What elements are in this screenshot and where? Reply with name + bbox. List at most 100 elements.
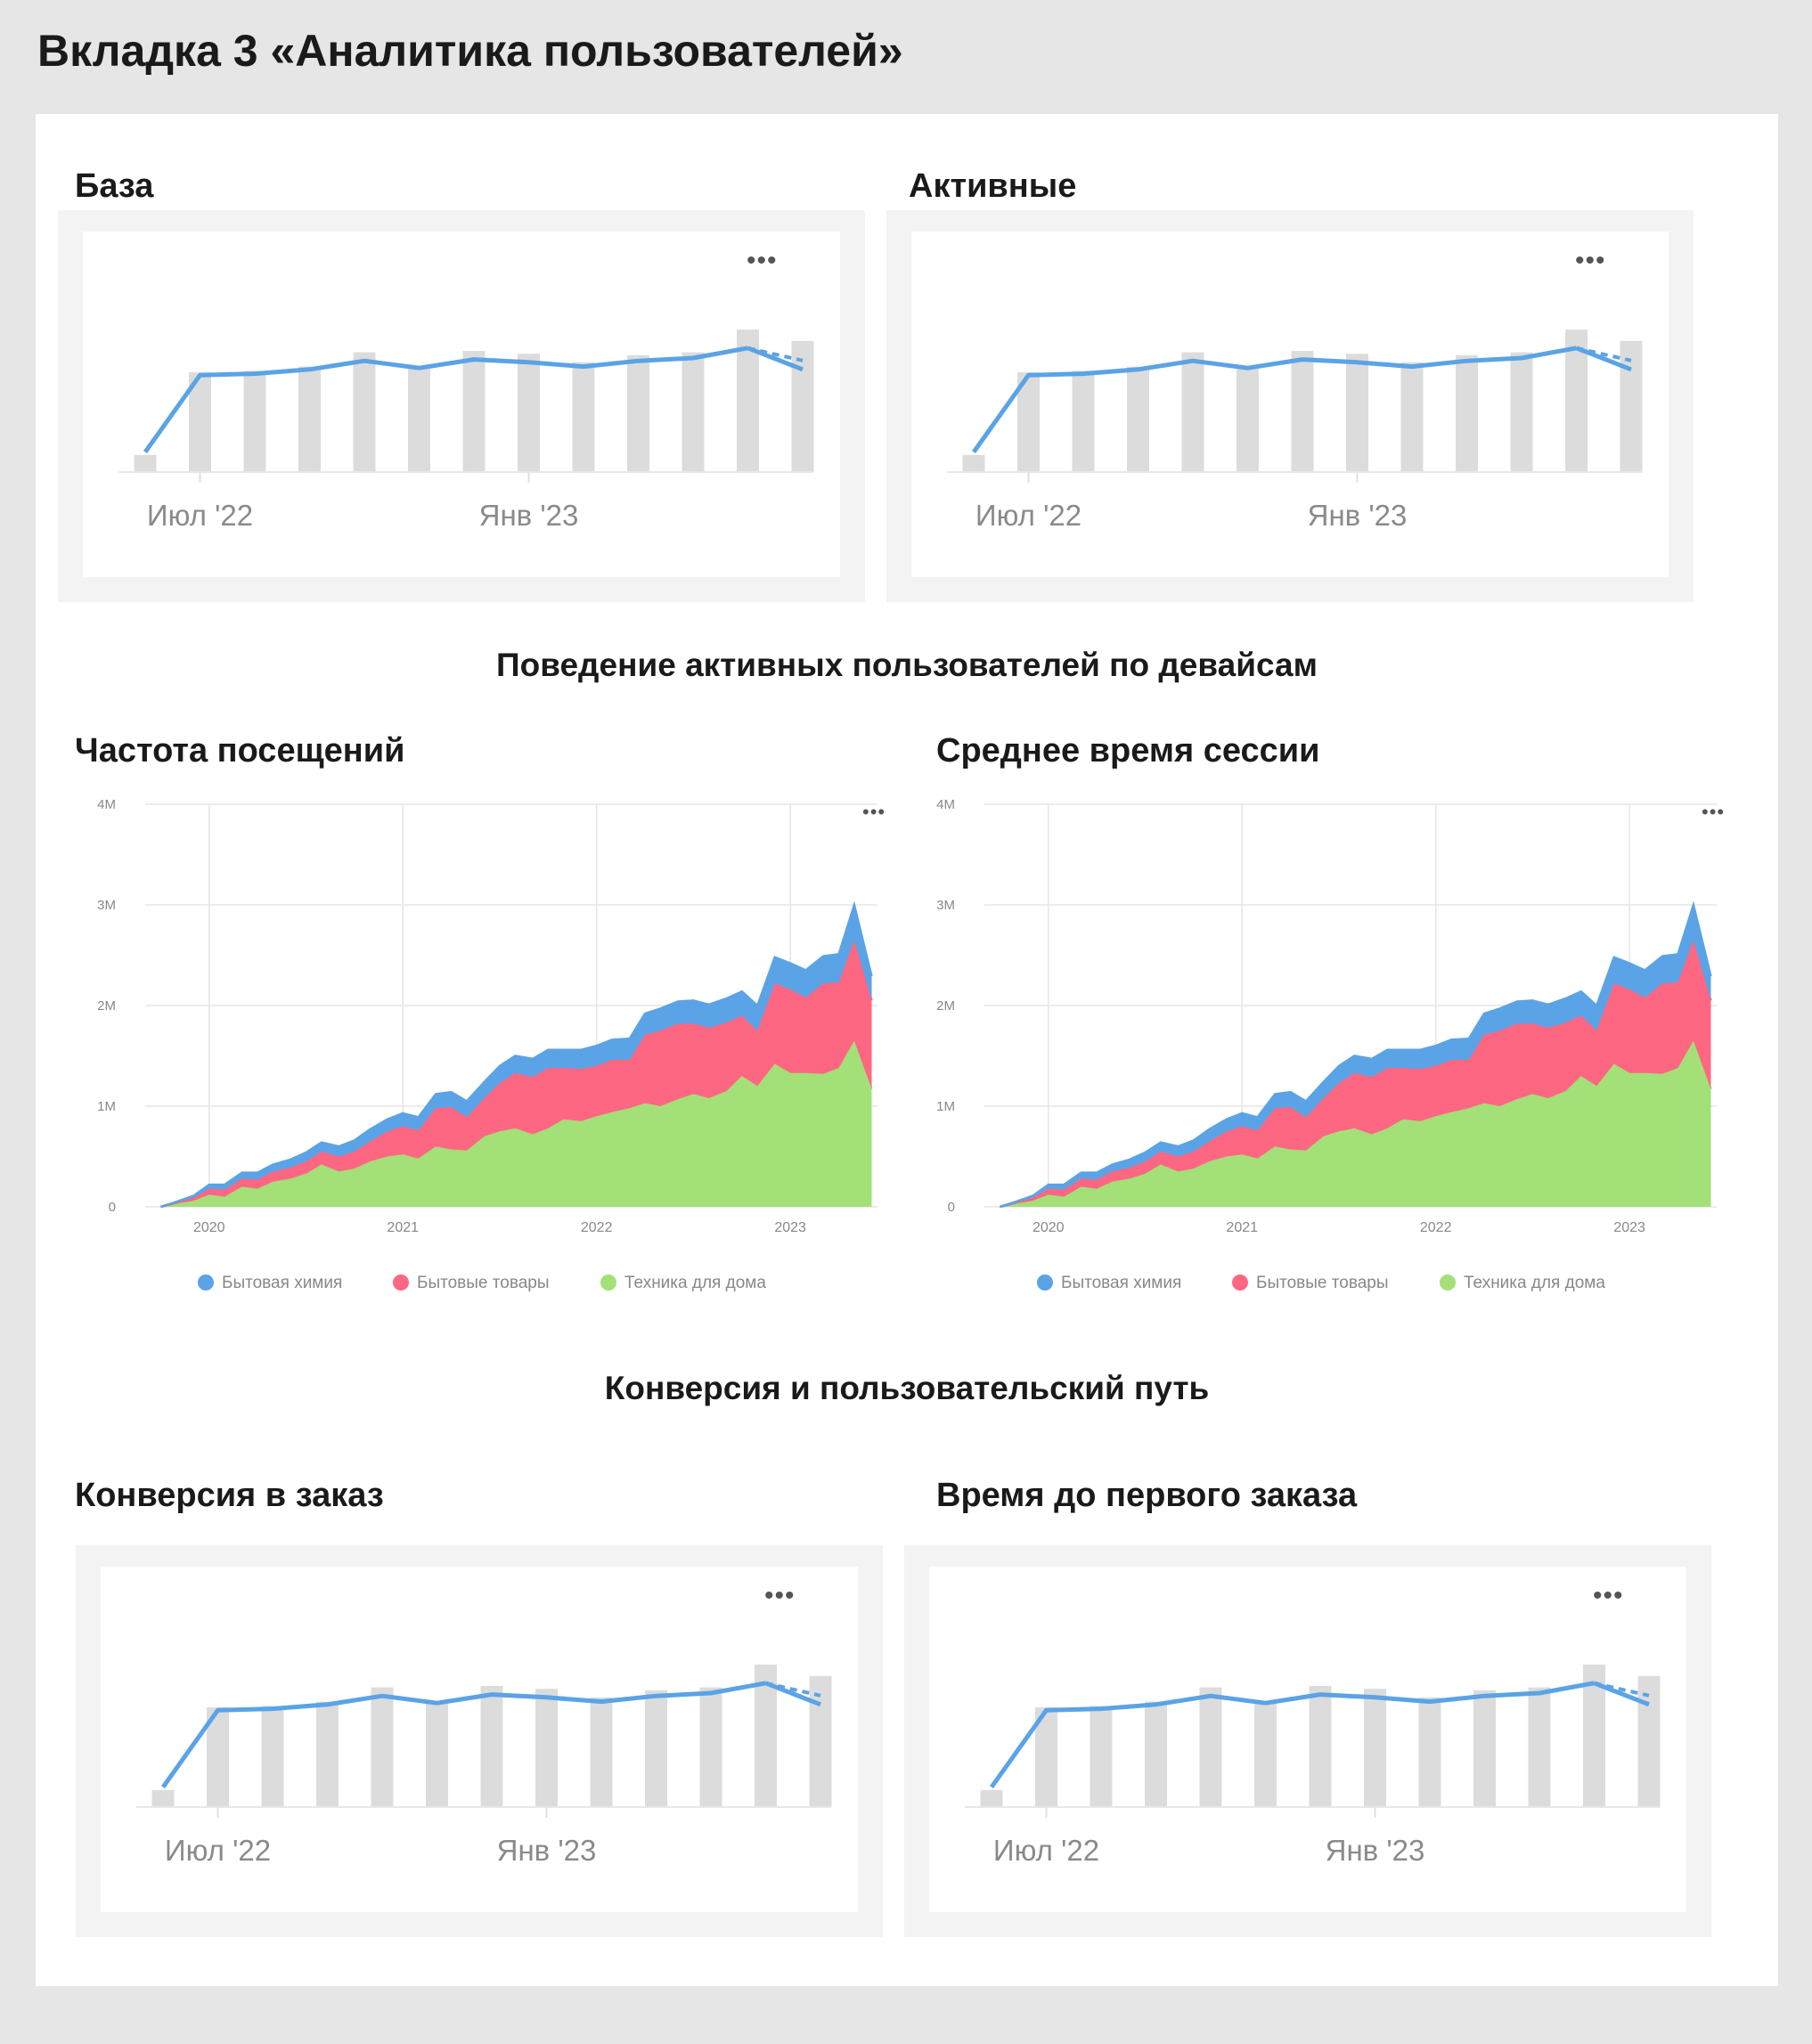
page-title: Вкладка 3 «Аналитика пользователей» — [37, 26, 903, 76]
chart-card-frequency: ••• 0 1M 2M 3M 4M 2020 2021 2022 2023 Бытовая хим… — [78, 788, 895, 1323]
x-tick-label: 2023 — [1613, 1220, 1645, 1235]
y-tick-label: 4M — [97, 797, 116, 812]
y-tick-label: 4M — [936, 797, 955, 812]
chart-menu-button[interactable]: ••• — [1575, 246, 1606, 275]
chart-bar — [480, 1686, 503, 1807]
x-tick-label: Янв '23 — [1326, 1834, 1425, 1867]
chart-area-first-order: ••• Июл '22 Янв '23 — [929, 1567, 1686, 1912]
chart-bar — [590, 1697, 613, 1807]
chart-bar — [535, 1689, 558, 1807]
chart-bar — [1528, 1687, 1551, 1807]
chart-bar — [809, 1675, 832, 1807]
chart-line-forecast — [764, 1681, 821, 1707]
chart-line-series — [971, 346, 1577, 454]
chart-bar — [1510, 352, 1533, 472]
x-tick-label: Июл '22 — [165, 1834, 271, 1867]
chart-bar — [699, 1687, 722, 1807]
chart-bar — [791, 340, 814, 472]
chart-card-session: ••• 0 1M 2M 3M 4M 2020 2021 2022 2023 Бытовая хим… — [918, 788, 1734, 1323]
chart-bar — [1181, 352, 1204, 472]
chart-bar — [1145, 1701, 1167, 1807]
y-tick-label: 0 — [109, 1200, 116, 1215]
chart-bar — [1418, 1697, 1441, 1807]
chart-bar — [316, 1701, 339, 1807]
chart-bar — [261, 1706, 284, 1807]
chart-area-active: ••• Июл '22 Янв '23 — [911, 232, 1669, 577]
bar-line-chart-base: Июл '22 Янв '23 — [118, 330, 814, 532]
x-tick-label: Июл '22 — [975, 499, 1081, 532]
chart-bar — [1309, 1686, 1332, 1807]
chart-bar — [645, 1690, 667, 1807]
chart-card-base: ••• Июл '22 Янв '23 — [58, 210, 865, 602]
x-tick-label: 2022 — [581, 1220, 613, 1235]
bar-line-chart-active: Июл '22 Янв '23 — [947, 330, 1643, 532]
chart-bar — [151, 1789, 175, 1807]
dashboard-panel: База ••• Июл '22 Янв '23 Активные ••• Июл… — [36, 114, 1778, 1986]
y-tick-label: 2M — [97, 998, 116, 1014]
card-title-first-order: Время до первого заказа — [936, 1477, 1358, 1514]
chart-bar — [1254, 1703, 1277, 1807]
y-tick-label: 0 — [948, 1200, 955, 1215]
x-tick-label: 2020 — [193, 1220, 225, 1235]
x-tick-label: Июл '22 — [993, 1834, 1099, 1867]
y-tick-label: 3M — [936, 898, 955, 913]
legend-label: Бытовые товары — [1256, 1274, 1389, 1292]
chart-area-conversion: ••• Июл '22 Янв '23 — [101, 1567, 858, 1912]
chart-line-series — [160, 1681, 766, 1789]
legend-label: Техника для дома — [1464, 1274, 1605, 1292]
legend-label: Бытовая химия — [1061, 1274, 1181, 1292]
area-chart-session: 0 1M 2M 3M 4M 2020 2021 2022 2023 Бытовая химия Бы… — [936, 797, 1717, 1292]
chart-bar — [1237, 368, 1259, 472]
x-tick-label: 2022 — [1420, 1220, 1452, 1235]
chart-bar — [243, 371, 266, 472]
chart-bar — [1072, 371, 1095, 472]
chart-bar — [1291, 351, 1314, 472]
area-chart-frequency: 0 1M 2M 3M 4M 2020 2021 2022 2023 Бытовая химия Бы… — [97, 797, 877, 1292]
bar-line-chart-first-order: Июл '22 Янв '23 — [965, 1665, 1661, 1867]
area-series — [160, 1040, 872, 1207]
chart-menu-button[interactable]: ••• — [1593, 1581, 1624, 1610]
chart-bar — [518, 354, 540, 472]
x-tick-label: 2020 — [1033, 1220, 1065, 1235]
chart-menu-button[interactable]: ••• — [764, 1581, 796, 1610]
legend-marker — [393, 1274, 409, 1291]
chart-bar — [408, 368, 430, 472]
chart-bar — [1127, 366, 1149, 472]
chart-card-active: ••• Июл '22 Янв '23 — [886, 210, 1694, 602]
chart-bar — [426, 1703, 448, 1807]
legend-marker — [1232, 1274, 1248, 1291]
chart-bar — [1346, 354, 1368, 472]
x-tick-label: Янв '23 — [497, 1834, 597, 1867]
x-tick-label: 2021 — [1226, 1220, 1258, 1235]
chart-bar — [1620, 340, 1643, 472]
chart-bar — [627, 354, 649, 472]
chart-bar — [1199, 1687, 1222, 1807]
chart-menu-button[interactable]: ••• — [747, 246, 778, 275]
chart-line-forecast-dashed — [1576, 346, 1632, 362]
y-tick-label: 1M — [97, 1099, 116, 1114]
chart-bar — [572, 362, 595, 472]
chart-line-forecast-dashed — [765, 1681, 821, 1698]
legend-marker — [1440, 1274, 1456, 1291]
x-tick-label: 2023 — [774, 1220, 806, 1235]
chart-line-forecast — [1575, 346, 1632, 372]
x-tick-label: Янв '23 — [479, 499, 579, 532]
y-tick-label: 1M — [936, 1099, 955, 1114]
section-title-conversion: Конверсия и пользовательский путь — [604, 1370, 1210, 1406]
legend-marker — [600, 1274, 616, 1291]
y-tick-label: 3M — [97, 898, 116, 913]
legend-label: Бытовая химия — [222, 1274, 342, 1292]
chart-line-forecast-dashed — [1594, 1681, 1650, 1698]
chart-bar — [1637, 1675, 1661, 1807]
bar-line-chart-conversion: Июл '22 Янв '23 — [136, 1665, 832, 1867]
chart-bar — [1090, 1706, 1113, 1807]
card-title-frequency: Частота посещений — [75, 732, 405, 770]
chart-line-series — [989, 1681, 1595, 1789]
chart-bar — [682, 352, 705, 472]
x-tick-label: 2021 — [387, 1220, 419, 1235]
y-tick-label: 2M — [936, 998, 955, 1014]
chart-line-series — [143, 346, 748, 454]
chart-card-conversion: ••• Июл '22 Янв '23 — [76, 1545, 883, 1937]
legend-label: Техника для дома — [624, 1274, 766, 1292]
chart-line-forecast — [1593, 1681, 1650, 1707]
